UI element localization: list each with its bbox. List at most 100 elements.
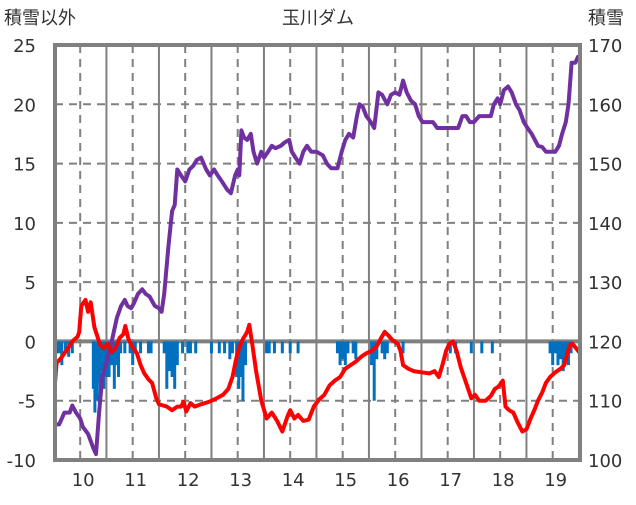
snowfall-bar [341,341,345,360]
snowfall-bar [112,341,116,389]
snowfall-bar [346,341,350,354]
snowfall-bar [401,341,405,354]
snowfall-bar [469,341,473,354]
snowfall-bar [351,341,355,354]
snowfall-bar [244,341,248,366]
snowfall-bar [370,341,374,366]
snowfall-bar [123,341,127,354]
snowfall-bar [448,341,452,354]
y-right-tick-label: 110 [588,392,622,413]
snowfall-bar [194,341,198,354]
snowfall-bar [556,341,560,366]
snowfall-bar [490,341,494,354]
snowfall-bar [100,341,104,372]
snowfall-bar [372,341,376,401]
y-left-tick-label: 20 [13,95,36,116]
other-line [53,297,582,434]
snowfall-bar [97,341,101,383]
snowfall-bar [230,341,234,354]
x-tick-label: 12 [177,470,200,491]
chart-title: 玉川ダム [282,8,354,29]
x-tick-label: 19 [544,470,567,491]
y-left-tick-label: 0 [25,332,36,353]
snowfall-bar [265,341,269,354]
snow-depth-line [53,54,582,457]
y-right-tick-label: 160 [588,95,622,116]
axis-ticks: 10 11 12 13 14 15 16 17 18 19 25 20 15 10 5 0 -5 -10 170 16… [7,36,623,491]
y-right-tick-label: 100 [588,451,622,472]
snowfall-bar [335,341,339,354]
x-tick-label: 13 [229,470,252,491]
snowfall-bar [117,341,121,377]
line-series [53,54,582,457]
snowfall-bar [561,341,565,372]
snowfall-bar [217,341,221,354]
snowfall-bar [146,341,150,354]
snowfall-bar [237,341,241,389]
snowfall-bar [383,341,387,360]
x-tick-label: 14 [282,470,305,491]
snowfall-bar [131,341,135,366]
snowfall-bar [98,341,102,401]
y-right-tick-label: 170 [588,36,622,57]
snowfall-bar [551,341,555,366]
y-left-tick-label: -10 [7,451,36,472]
y-right-tick-label: 140 [588,214,622,235]
snowfall-bar [186,341,190,354]
snowfall-bar [175,341,179,366]
snowfall-bar [548,341,552,354]
snowfall-bar [553,341,557,354]
snowfall-bar [95,341,99,401]
grid [55,45,580,460]
snowfall-bar [564,341,568,360]
y-left-tick-label: 10 [13,214,36,235]
snowfall-bar [165,341,169,389]
snowfall-bar [188,341,192,354]
y-left-tick-label: -5 [18,392,36,413]
left-axis-label: 積雪以外 [4,8,76,29]
snowfall-bar [167,341,171,372]
y-right-tick-label: 130 [588,273,622,294]
snowfall-bar [139,341,143,354]
y-left-tick-label: 15 [13,155,36,176]
snowfall-bar [380,341,384,354]
snowfall-bar [343,341,347,366]
snowfall-bar [170,341,174,377]
snowfall-bar [354,341,358,360]
y-left-tick-label: 5 [25,273,36,294]
x-tick-label: 17 [439,470,462,491]
snowfall-bar [91,341,95,389]
snowfall-bar [241,341,245,401]
snowfall-bar [296,341,300,354]
snowfall-bar [133,341,137,354]
snowfall-bar [181,341,185,354]
snowfall-bar [267,341,271,354]
snowfall-bar [93,341,97,413]
snowfall-bar [559,341,563,360]
snowfall-bar [57,341,61,354]
snowfall-bar [119,341,123,354]
y-left-tick-label: 25 [13,36,36,57]
x-tick-label: 18 [492,470,515,491]
snowfall-bar [228,341,232,360]
snowfall-bar [60,341,64,366]
right-axis-label: 積雪 [588,8,624,29]
snowfall-bar [272,341,276,354]
snowfall-bar [162,341,166,354]
snowfall-bar [173,341,177,389]
snowfall-bar [239,341,243,377]
snowfall-bar [375,341,379,360]
y-right-tick-label: 150 [588,155,622,176]
snowfall-bar [480,341,484,354]
y-right-tick-label: 120 [588,332,622,353]
snowfall-bar [64,341,67,350]
x-tick-label: 10 [72,470,95,491]
snowfall-bar [115,341,119,366]
snowfall-bar [385,341,389,354]
plot-frame [53,43,582,462]
snowfall-bar [128,341,132,354]
x-tick-label: 11 [124,470,147,491]
snowfall-bar [338,341,342,366]
snowfall-bar [280,341,284,354]
